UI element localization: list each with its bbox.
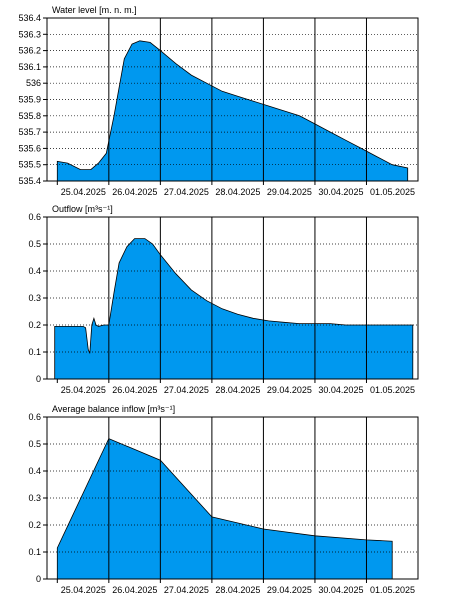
x-tick-label: 01.05.2025 [370,385,415,395]
y-tick-label: 0.5 [28,439,41,449]
x-tick-label: 25.04.2025 [61,385,106,395]
plot-frame [46,216,419,380]
x-tick-label: 28.04.2025 [215,385,260,395]
x-tick-label: 27.04.2025 [164,187,209,197]
y-tick-label: 535.8 [18,111,41,121]
x-tick-label: 28.04.2025 [215,585,260,595]
y-tick-label: 0.6 [28,212,41,222]
x-tick-label: 30.04.2025 [318,585,363,595]
x-tick-label: 30.04.2025 [318,385,363,395]
y-tick-label: 0.1 [28,347,41,357]
y-tick-label: 536 [26,78,41,88]
area-series [56,438,393,580]
y-tick-label: 0.2 [28,320,41,330]
x-tick-label: 27.04.2025 [164,385,209,395]
x-tick-label: 26.04.2025 [112,585,157,595]
y-tick-label: 0.3 [28,293,41,303]
y-tick-label: 0.4 [28,266,41,276]
y-tick-label: 536.3 [18,29,41,39]
y-tick-label: 535.6 [18,143,41,153]
chart-title: Water level [m. n. m.] [52,5,137,15]
plot-frame [46,416,419,580]
area-series [56,40,409,182]
y-tick-label: 536.2 [18,46,41,56]
x-tick-label: 28.04.2025 [215,187,260,197]
y-tick-label: 0.6 [28,412,41,422]
x-tick-label: 01.05.2025 [370,187,415,197]
x-tick-label: 26.04.2025 [112,385,157,395]
chart-panel-1: Water level [m. n. m.] 535.4 535.5 535.6 535… [18,5,419,197]
x-tick-label: 29.04.2025 [267,187,312,197]
x-tick-label: 29.04.2025 [267,585,312,595]
y-tick-label: 535.7 [18,127,41,137]
x-tick-label: 29.04.2025 [267,385,312,395]
y-tick-label: 535.5 [18,160,41,170]
y-tick-label: 535.9 [18,95,41,105]
x-tick-label: 26.04.2025 [112,187,157,197]
x-tick-label: 25.04.2025 [61,187,106,197]
y-tick-label: 0 [36,574,41,584]
y-tick-label: 536.4 [18,13,41,23]
y-tick-label: 0.4 [28,466,41,476]
y-tick-label: 0 [36,374,41,384]
y-tick-label: 0.5 [28,239,41,249]
y-tick-label: 535.4 [18,176,41,186]
y-tick-label: 0.1 [28,547,41,557]
x-tick-label: 25.04.2025 [61,585,106,595]
x-tick-label: 27.04.2025 [164,585,209,595]
chart-title: Average balance inflow [m³s⁻¹] [52,404,175,414]
y-tick-label: 0.3 [28,493,41,503]
y-tick-label: 536.1 [18,62,41,72]
x-tick-label: 01.05.2025 [370,585,415,595]
chart-panel-3: Average balance inflow [m³s⁻¹] 0 0.1 0.2 0.3… [28,404,419,595]
y-tick-label: 0.2 [28,520,41,530]
plot-frame [46,17,419,182]
chart-panel-2: Outflow [m³s⁻¹] 0 0.1 0.2 0.3 0.4 0.5 0.6 25.04.… [28,204,419,395]
x-tick-label: 30.04.2025 [318,187,363,197]
chart-title: Outflow [m³s⁻¹] [52,204,113,214]
